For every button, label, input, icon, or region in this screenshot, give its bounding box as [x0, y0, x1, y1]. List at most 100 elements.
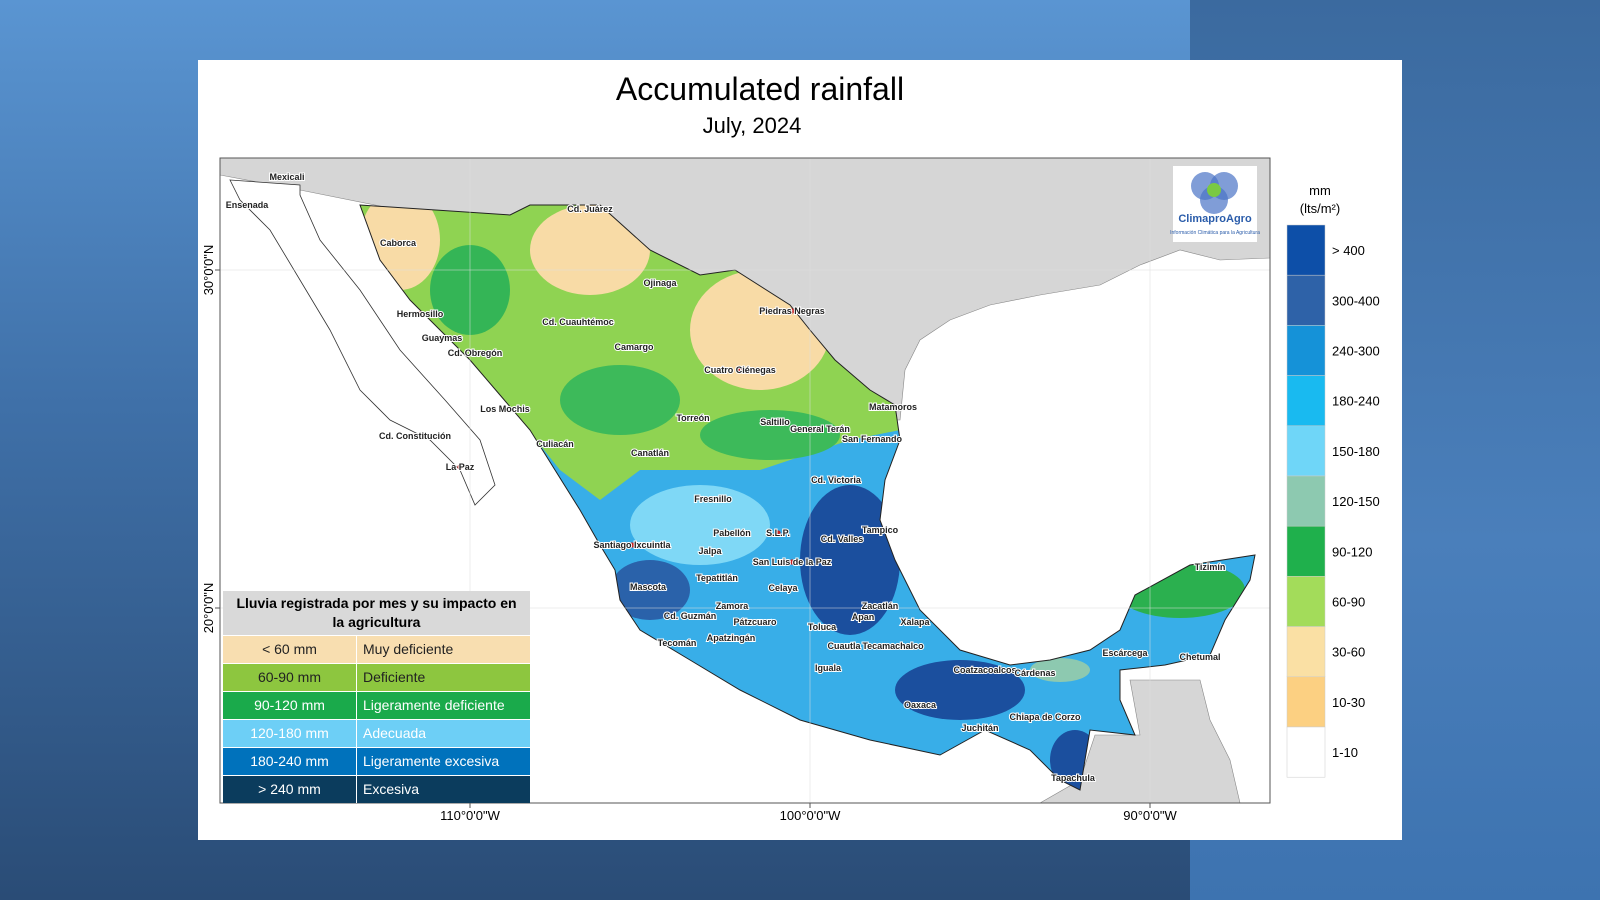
city-label: Cuautla: [827, 641, 861, 651]
city-marker: [395, 240, 401, 246]
city-marker: [587, 206, 593, 212]
colorbar-label: 150-180: [1332, 444, 1380, 459]
legend-row: > 240 mm Excesiva: [223, 775, 530, 803]
city-marker: [841, 643, 847, 649]
colorbar-swatch: [1286, 274, 1326, 326]
city-marker: [417, 311, 423, 317]
colorbar-label: 1-10: [1332, 745, 1358, 760]
city-label: Zacatlán: [862, 601, 899, 611]
legend-title: Lluvia registrada por mes y su impacto e…: [223, 591, 530, 635]
logo-circle: [1207, 183, 1221, 197]
map: Mexicali Ensenada Cd. Juárez Caborca Ojinaga…: [220, 158, 1270, 803]
colorbar-swatch: [1286, 626, 1326, 678]
city-label: Escárcega: [1102, 648, 1148, 658]
city-marker: [631, 344, 637, 350]
city-label: Tapachula: [1051, 773, 1096, 783]
city-label: Santiago Ixcuintla: [593, 540, 671, 550]
city-label: Iguala: [815, 663, 842, 673]
x-axis-label: 100°0'0"W: [780, 808, 841, 823]
city-label: San Luis de la Paz: [753, 557, 832, 567]
colorbar-label: 120-150: [1332, 494, 1380, 509]
city-label: Mascota: [630, 582, 667, 592]
colorbar-swatch: [1286, 525, 1326, 577]
colorbar-label: 240-300: [1332, 344, 1380, 359]
city-marker: [833, 477, 839, 483]
city-label: Culiacán: [536, 439, 574, 449]
logo-name: ClimaproAgro: [1178, 213, 1252, 225]
city-marker: [1122, 650, 1128, 656]
city-marker: [982, 667, 988, 673]
city-label: Tizimín: [1195, 562, 1226, 572]
city-marker: [674, 640, 680, 646]
logo: ClimaproAgro Información Climática para …: [1170, 166, 1260, 242]
city-label: Caborca: [380, 238, 417, 248]
legend-row: 120-180 mm Adecuada: [223, 719, 530, 747]
colorbar-swatch: [1286, 375, 1326, 427]
colorbar-label: 10-30: [1332, 695, 1365, 710]
city-label: S.L.P.: [766, 528, 790, 538]
city-label: Piedras Negras: [759, 306, 825, 316]
city-label: Zamora: [716, 601, 750, 611]
city-label: Apatzingán: [707, 633, 756, 643]
zone: [610, 560, 690, 620]
legend-range: < 60 mm: [223, 636, 357, 663]
city-label: Celaya: [768, 583, 798, 593]
colorbar-swatch: [1286, 576, 1326, 627]
city-marker: [1197, 654, 1203, 660]
city-label: Chetumal: [1179, 652, 1220, 662]
map-frame: [219, 157, 1271, 804]
colorbar-label: 60-90: [1332, 595, 1365, 610]
colorbar-label: 90-120: [1332, 544, 1372, 559]
city-marker: [657, 280, 663, 286]
city-label: Pabellón: [713, 528, 751, 538]
colorbar-swatch: [1286, 726, 1326, 778]
legend-row: 60-90 mm Deficiente: [223, 663, 530, 691]
zone: [800, 485, 900, 635]
city-label: Torreón: [676, 413, 709, 423]
legend-table: Lluvia registrada por mes y su impacto e…: [223, 591, 530, 803]
legend-row: 180-240 mm Ligeramente excesiva: [223, 747, 530, 775]
city-marker: [457, 464, 463, 470]
baja-california: [229, 179, 496, 506]
city-marker: [977, 725, 983, 731]
city-marker: [917, 702, 923, 708]
city-marker: [869, 436, 875, 442]
city-marker: [439, 335, 445, 341]
colorbar-swatch: [1286, 425, 1326, 477]
zone: [700, 410, 840, 460]
legend-range: 180-240 mm: [223, 748, 357, 775]
axes: 110°0'0"W 100°0'0"W 90°0'0"W 30°0'0"N 20°0'0…: [201, 245, 1177, 823]
city-marker: [244, 202, 250, 208]
city-marker: [552, 441, 558, 447]
legend-row: < 60 mm Muy deficiente: [223, 635, 530, 663]
city-label: Guaymas: [422, 333, 463, 343]
city-label: San Fernando: [842, 434, 903, 444]
colorbar-label: 30-60: [1332, 645, 1365, 660]
central-america: [1039, 679, 1241, 803]
city-label: Cd. Valles: [821, 534, 864, 544]
city-label: Toluca: [808, 622, 837, 632]
city-marker: [789, 559, 795, 565]
city-label: Cd. Obregón: [448, 348, 503, 358]
city-marker: [772, 419, 778, 425]
city-label: Apan: [852, 612, 875, 622]
zone: [1030, 658, 1090, 682]
city-marker: [714, 575, 720, 581]
legend-impact: Deficiente: [363, 669, 426, 685]
city-marker: [890, 643, 896, 649]
city-marker: [860, 614, 866, 620]
colorbar: > 400 300-400 240-300 180-240 150-180 120-150…: [1286, 224, 1380, 778]
colorbar-label: > 400: [1332, 243, 1365, 258]
city-label: Tecomán: [658, 638, 697, 648]
x-axis-label: 110°0'0"W: [440, 808, 500, 823]
city-marker: [729, 530, 735, 536]
unit-detail: (lts/m²): [1300, 201, 1340, 216]
city-label: Cárdenas: [1014, 668, 1055, 678]
city-marker: [707, 548, 713, 554]
city-label: Ojinaga: [643, 278, 677, 288]
city-marker: [817, 426, 823, 432]
city-marker: [877, 603, 883, 609]
city-marker: [412, 433, 418, 439]
